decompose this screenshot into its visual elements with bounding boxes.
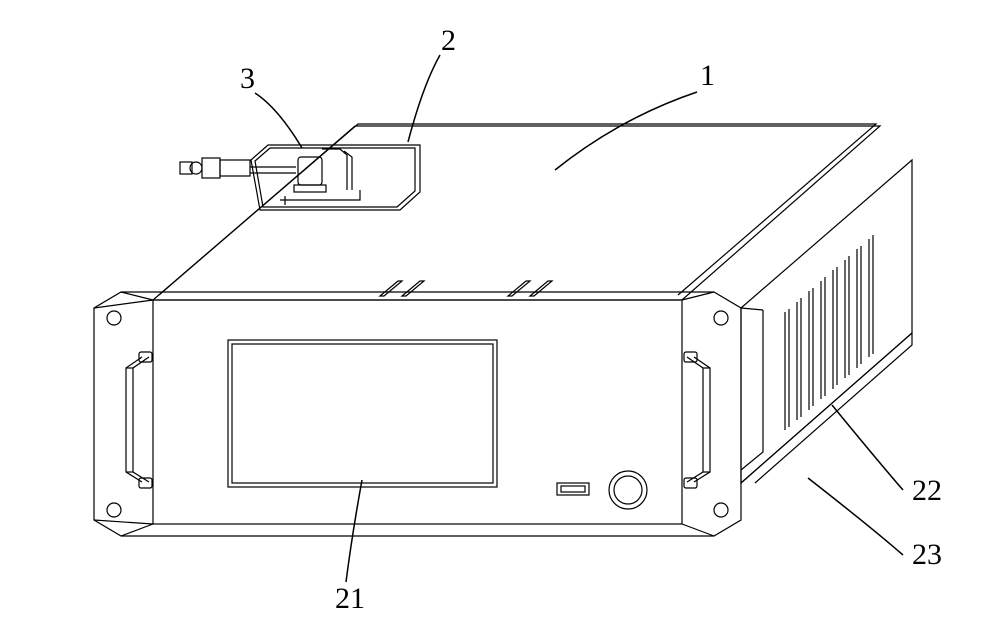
leader-3 [255,93,302,148]
leader-1 [555,92,697,170]
flange-screw-holes [107,311,728,517]
technical-drawing: 1 2 3 21 22 23 [0,0,1000,631]
handle-left [126,352,152,488]
label-21: 21 [335,582,365,615]
internal-pump-assembly [180,149,360,205]
vent-slits [785,235,873,430]
leader-lines [255,55,903,582]
leader-23 [808,478,903,555]
label-2: 2 [441,24,456,57]
rotary-knob [609,471,647,509]
leader-22 [832,405,903,490]
display-screen [228,340,497,487]
handle-right [684,352,710,488]
front-panel [94,292,741,536]
label-23: 23 [912,538,942,571]
top-slots [380,281,552,296]
side-panel [741,160,912,483]
label-22: 22 [912,474,942,507]
front-port [557,483,589,495]
label-1: 1 [700,59,715,92]
leader-2 [408,55,440,142]
leader-21 [346,480,362,582]
label-3: 3 [240,62,255,95]
